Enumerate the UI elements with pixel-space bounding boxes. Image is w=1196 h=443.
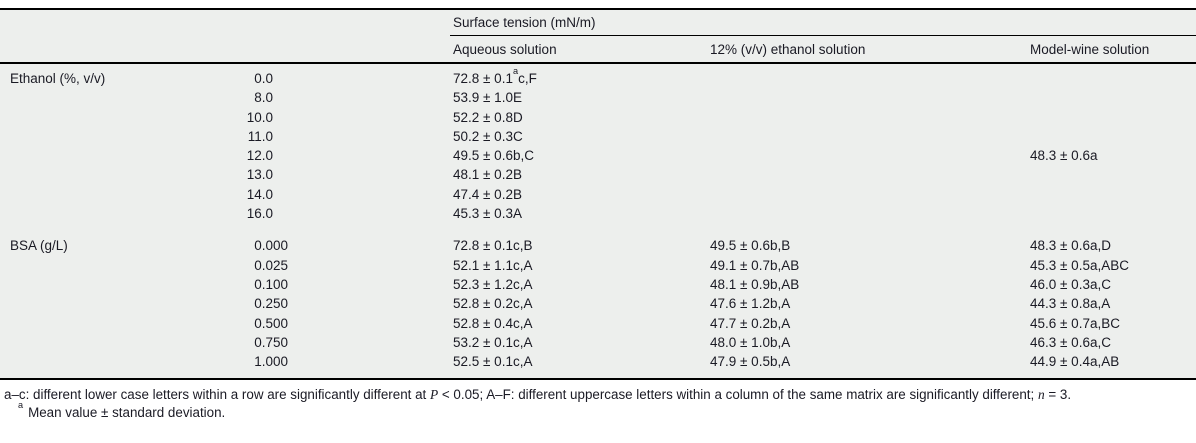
table-header: Surface tension (mN/m) Aqueous solution … xyxy=(0,10,1196,62)
row-group-label: BSA (g/L) xyxy=(10,238,68,254)
table-row: 13.0 48.1 ± 0.2B xyxy=(0,165,1196,184)
model-wine-value: 48.3 ± 0.6a xyxy=(1030,148,1098,164)
param-value: 14.0 xyxy=(246,186,273,202)
aqueous-value: 53.2 ± 0.1c,A xyxy=(453,334,533,350)
param-value: 0.250 xyxy=(254,296,288,312)
aqueous-value: 52.5 ± 0.1c,A xyxy=(453,354,533,370)
footnote-text: a–c: different lower case letters within… xyxy=(4,387,430,403)
model-wine-value: 44.9 ± 0.4a,AB xyxy=(1030,354,1120,370)
footnote-a-text: Mean value ± standard deviation. xyxy=(28,404,226,420)
ethanol12-value: 49.5 ± 0.6b,B xyxy=(710,238,791,254)
param-value: 0.500 xyxy=(254,315,288,331)
param-value: 13.0 xyxy=(246,167,273,183)
aqueous-value: 52.3 ± 1.2c,A xyxy=(453,276,533,292)
table-body: Ethanol (%, v/v) 0.0 72.8 ± 0.1ac,F 8.0 … xyxy=(0,64,1196,379)
aqueous-value: 50.2 ± 0.3C xyxy=(453,128,523,144)
footnote-general: a–c: different lower case letters within… xyxy=(4,386,1192,404)
aqueous-value: 72.8 ± 0.1c,B xyxy=(453,238,533,254)
model-wine-value: 45.3 ± 0.5a,ABC xyxy=(1030,257,1129,273)
table-row: 10.0 52.2 ± 0.8D xyxy=(0,108,1196,127)
aqueous-value: 49.5 ± 0.6b,C xyxy=(453,148,534,164)
table-row: 16.0 45.3 ± 0.3A xyxy=(0,204,1196,223)
table-row: Ethanol (%, v/v) 0.0 72.8 ± 0.1ac,F xyxy=(0,66,1196,88)
ethanol12-value: 49.1 ± 0.7b,AB xyxy=(710,257,800,273)
table-row: 0.750 53.2 ± 0.1c,A 48.0 ± 1.0b,A 46.3 ±… xyxy=(0,333,1196,352)
table-bottom-rule xyxy=(0,378,1196,381)
aqueous-value: 47.4 ± 0.2B xyxy=(453,186,522,202)
row-group-label: Ethanol (%, v/v) xyxy=(10,71,106,86)
column-header-aqueous: Aqueous solution xyxy=(453,41,557,57)
table-row: 0.025 52.1 ± 1.1c,A 49.1 ± 0.7b,AB 45.3 … xyxy=(0,256,1196,275)
table-row: 1.000 52.5 ± 0.1c,A 47.9 ± 0.5b,A 44.9 ±… xyxy=(0,352,1196,371)
column-header-ethanol12: 12% (v/v) ethanol solution xyxy=(710,41,866,57)
param-value: 1.000 xyxy=(254,354,288,370)
param-value: 16.0 xyxy=(246,206,273,222)
param-value: 10.0 xyxy=(246,109,273,125)
p-variable: P xyxy=(429,387,439,403)
model-wine-value: 46.0 ± 0.3a,C xyxy=(1030,276,1111,292)
footnote-text: < 0.05; A–F: different uppercase letters… xyxy=(438,387,1038,403)
table-row: 0.500 52.8 ± 0.4c,A 47.7 ± 0.2b,A 45.6 ±… xyxy=(0,314,1196,333)
footnote-a: a Mean value ± standard deviation. xyxy=(4,400,1192,422)
n-variable: n xyxy=(1037,387,1045,403)
param-value: 0.750 xyxy=(254,334,288,350)
param-value: 0.100 xyxy=(254,276,288,292)
aqueous-value: 45.3 ± 0.3A xyxy=(453,206,522,222)
footnote-marker-a: a xyxy=(512,66,519,77)
table-top-rule xyxy=(0,8,1196,10)
footnote-marker-a: a xyxy=(18,400,24,411)
ethanol12-value: 47.6 ± 1.2b,A xyxy=(710,296,791,312)
param-value: 0.025 xyxy=(254,257,288,273)
table-row: 12.0 49.5 ± 0.6b,C 48.3 ± 0.6a xyxy=(0,146,1196,165)
model-wine-value: 48.3 ± 0.6a,D xyxy=(1030,238,1111,254)
table-row: 8.0 53.9 ± 1.0E xyxy=(0,88,1196,107)
ethanol12-value: 47.7 ± 0.2b,A xyxy=(710,315,791,331)
header-body-rule xyxy=(0,62,1196,64)
aqueous-value: 53.9 ± 1.0E xyxy=(453,90,522,106)
table-row: 0.250 52.8 ± 0.2c,A 47.6 ± 1.2b,A 44.3 ±… xyxy=(0,294,1196,313)
table-row: 14.0 47.4 ± 0.2B xyxy=(0,185,1196,204)
group-header-row: Surface tension (mN/m) xyxy=(0,10,1196,36)
aqueous-value: 52.8 ± 0.4c,A xyxy=(453,315,533,331)
ethanol12-value: 48.1 ± 0.9b,AB xyxy=(710,276,800,292)
table-row: 11.0 50.2 ± 0.3C xyxy=(0,127,1196,146)
param-value: 8.0 xyxy=(254,90,273,106)
model-wine-value: 44.3 ± 0.8a,A xyxy=(1030,296,1111,312)
ethanol12-value: 47.9 ± 0.5b,A xyxy=(710,354,791,370)
column-header-row: Aqueous solution 12% (v/v) ethanol solut… xyxy=(0,36,1196,62)
column-group-header: Surface tension (mN/m) xyxy=(450,10,1196,36)
param-value: 12.0 xyxy=(246,148,273,164)
value-text: 72.8 ± 0.1 xyxy=(453,71,513,86)
table-row: 0.100 52.3 ± 1.2c,A 48.1 ± 0.9b,AB 46.0 … xyxy=(0,275,1196,294)
group-header-label: Surface tension (mN/m) xyxy=(453,15,596,30)
table-row: BSA (g/L) 0.000 72.8 ± 0.1c,B 49.5 ± 0.6… xyxy=(0,236,1196,255)
aqueous-value: 52.1 ± 1.1c,A xyxy=(453,257,533,273)
ethanol12-value: 48.0 ± 1.0b,A xyxy=(710,334,791,350)
aqueous-value: 52.8 ± 0.2c,A xyxy=(453,296,533,312)
value-suffix: c,F xyxy=(518,71,537,86)
param-value: 0.0 xyxy=(254,71,273,86)
param-value: 0.000 xyxy=(254,238,288,254)
footnote-text: = 3. xyxy=(1044,387,1072,403)
section-bsa: BSA (g/L) 0.000 72.8 ± 0.1c,B 49.5 ± 0.6… xyxy=(0,236,1196,371)
model-wine-value: 46.3 ± 0.6a,C xyxy=(1030,334,1111,350)
aqueous-value: 52.2 ± 0.8D xyxy=(453,109,523,125)
aqueous-value: 72.8 ± 0.1ac,F xyxy=(450,66,707,88)
table-footnotes: a–c: different lower case letters within… xyxy=(0,380,1196,421)
aqueous-value: 48.1 ± 0.2B xyxy=(453,167,522,183)
param-value: 11.0 xyxy=(247,128,273,144)
model-wine-value: 45.6 ± 0.7a,BC xyxy=(1030,315,1120,331)
section-ethanol: Ethanol (%, v/v) 0.0 72.8 ± 0.1ac,F 8.0 … xyxy=(0,66,1196,223)
column-header-model-wine: Model-wine solution xyxy=(1030,41,1150,57)
